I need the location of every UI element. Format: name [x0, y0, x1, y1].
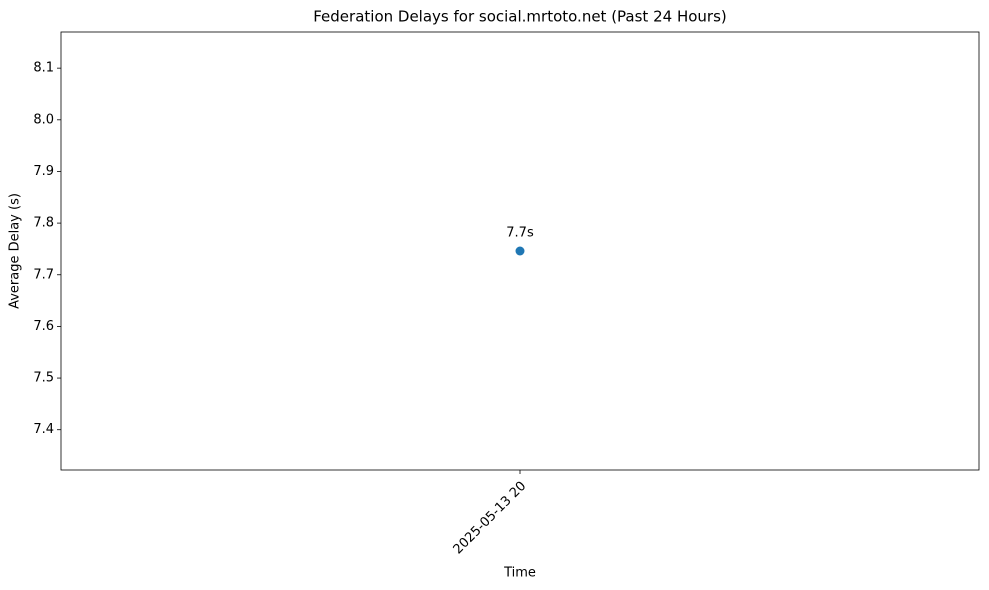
y-tick-label: 8.0: [33, 112, 54, 127]
y-tick-label: 7.4: [33, 422, 54, 437]
y-tick-label: 7.8: [33, 216, 54, 231]
x-axis-label: Time: [503, 566, 536, 581]
y-tick-label: 7.5: [33, 371, 54, 386]
x-tick-label: 2025-05-13 20: [451, 479, 530, 558]
y-tick-label: 7.9: [33, 164, 54, 179]
y-tick-label: 7.6: [33, 319, 54, 334]
y-tick-label: 8.1: [33, 61, 54, 76]
y-tick-label: 7.7: [33, 267, 54, 282]
data-label: 7.7s: [506, 226, 534, 241]
chart-title: Federation Delays for social.mrtoto.net …: [313, 8, 727, 26]
point: [515, 246, 525, 256]
y-axis-label: Average Delay (s): [8, 193, 23, 309]
